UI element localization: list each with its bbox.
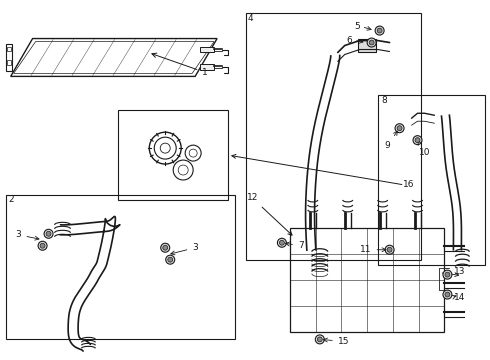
- Text: 5: 5: [354, 22, 360, 31]
- Bar: [6, 195, 235, 339]
- Text: 6: 6: [346, 36, 352, 45]
- Circle shape: [38, 241, 47, 250]
- Circle shape: [166, 255, 175, 264]
- Text: 15: 15: [323, 337, 349, 346]
- Text: 1: 1: [152, 53, 208, 77]
- Circle shape: [395, 124, 404, 133]
- Bar: [246, 13, 420, 260]
- Circle shape: [415, 138, 420, 143]
- Circle shape: [367, 38, 376, 47]
- Circle shape: [443, 270, 452, 279]
- Text: 10: 10: [418, 141, 430, 157]
- Text: 4: 4: [248, 14, 254, 23]
- Circle shape: [40, 243, 45, 248]
- Circle shape: [44, 229, 53, 238]
- Circle shape: [387, 247, 392, 252]
- Text: 13: 13: [454, 267, 466, 276]
- Text: 14: 14: [454, 293, 466, 302]
- Bar: [200, 46, 214, 53]
- Circle shape: [377, 28, 382, 33]
- Text: 3: 3: [171, 243, 198, 255]
- Circle shape: [369, 40, 374, 45]
- Bar: [119, 110, 228, 200]
- Bar: [200, 64, 214, 71]
- Circle shape: [385, 245, 394, 254]
- Text: 7: 7: [286, 241, 304, 250]
- Bar: [290, 228, 444, 332]
- Text: 16: 16: [403, 180, 415, 189]
- Circle shape: [413, 136, 422, 145]
- Bar: [358, 39, 376, 53]
- Circle shape: [277, 238, 286, 247]
- Circle shape: [46, 231, 51, 236]
- Bar: [378, 95, 485, 265]
- Circle shape: [443, 290, 452, 299]
- Circle shape: [279, 240, 284, 245]
- Circle shape: [161, 243, 170, 252]
- Text: 9: 9: [385, 131, 397, 150]
- Text: 11: 11: [360, 245, 386, 254]
- Bar: [6, 44, 12, 71]
- Circle shape: [375, 26, 384, 35]
- Text: 12: 12: [246, 193, 292, 235]
- Text: 3: 3: [16, 230, 39, 240]
- Text: 8: 8: [382, 96, 388, 105]
- Circle shape: [163, 245, 168, 250]
- Circle shape: [315, 335, 324, 344]
- Circle shape: [445, 292, 450, 297]
- Circle shape: [318, 337, 322, 342]
- Circle shape: [168, 257, 172, 262]
- Bar: [7, 60, 11, 66]
- Circle shape: [445, 272, 450, 277]
- Circle shape: [397, 126, 402, 131]
- Bar: [7, 46, 11, 51]
- Text: 2: 2: [9, 195, 14, 204]
